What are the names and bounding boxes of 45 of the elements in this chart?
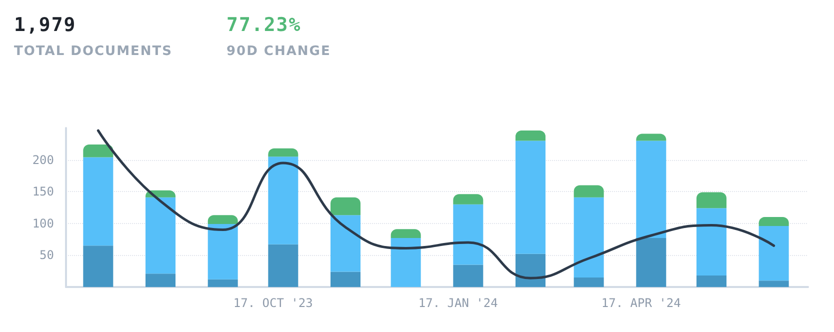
- bar: [83, 157, 114, 246]
- bar: [758, 280, 789, 287]
- bar: [146, 274, 176, 287]
- bar: [268, 244, 298, 287]
- bar: [208, 279, 238, 287]
- x-tick-label: 17. JAN '24: [418, 296, 498, 310]
- line-series: [96, 129, 776, 280]
- bar: [453, 194, 484, 204]
- bar: [453, 264, 484, 287]
- bar: [696, 192, 726, 208]
- bar: [208, 215, 238, 224]
- text: 1,979: [14, 14, 78, 36]
- y-tick-label: 200: [32, 152, 54, 167]
- bar: [146, 197, 176, 274]
- bar: [390, 229, 421, 238]
- bar: [516, 140, 546, 254]
- bar: [330, 197, 361, 216]
- text: 77.23%: [226, 14, 302, 36]
- x-tick-label: 17. APR '24: [601, 296, 681, 310]
- y-tick-label: 100: [32, 216, 54, 230]
- x-tick-label: 17. OCT '23: [233, 296, 313, 310]
- bar: [574, 197, 604, 278]
- bar: [636, 140, 666, 238]
- bar: [696, 276, 726, 287]
- bar: [516, 130, 546, 141]
- bar: [83, 144, 114, 158]
- bar: [208, 224, 238, 280]
- y-tick-label: 150: [32, 184, 54, 199]
- bar: [330, 215, 361, 272]
- bar: [574, 277, 604, 287]
- bar: [516, 254, 546, 287]
- bar: [268, 148, 298, 157]
- bar: [758, 217, 789, 226]
- y-tick-label: 50: [40, 248, 54, 262]
- bar: [696, 208, 726, 276]
- text: TOTAL DOCUMENTS: [14, 44, 173, 59]
- bar: [390, 238, 421, 287]
- bar: [83, 246, 114, 287]
- bar: [574, 185, 604, 198]
- bar: [758, 226, 789, 281]
- text: 90D CHANGE: [226, 44, 331, 59]
- bar: [636, 238, 666, 287]
- bar: [453, 204, 484, 265]
- bar: [268, 156, 298, 244]
- bar: [330, 272, 361, 287]
